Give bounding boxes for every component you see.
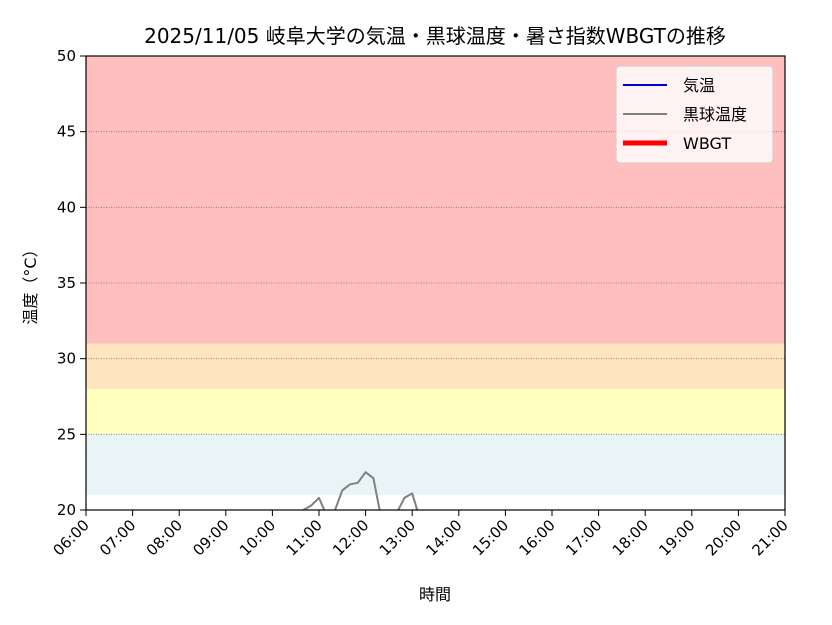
- series-lines: [302, 471, 419, 510]
- y-axis-label: 温度（°C）: [21, 241, 40, 324]
- legend-label-2: WBGT: [683, 134, 731, 153]
- y-tick-label-1: 25: [57, 425, 76, 443]
- y-tick-label-4: 40: [57, 198, 76, 216]
- risk-bands: [86, 56, 785, 495]
- legend-label-1: 黒球温度: [683, 105, 747, 124]
- series-line-1: [302, 471, 419, 510]
- legend-label-0: 気温: [683, 76, 715, 95]
- chart-title: 2025/11/05 岐阜大学の気温・黒球温度・暑さ指数WBGTの推移: [144, 24, 726, 48]
- y-tick-label-6: 50: [57, 47, 76, 65]
- risk-band-2: [86, 343, 785, 389]
- risk-band-1: [86, 388, 785, 435]
- y-tick-label-0: 20: [57, 501, 76, 519]
- y-tick-label-3: 35: [57, 274, 76, 292]
- x-axis-label: 時間: [419, 585, 451, 604]
- legend-box: [615, 65, 774, 164]
- y-tick-label-2: 30: [57, 350, 76, 368]
- y-tick-label-5: 45: [57, 123, 76, 141]
- risk-band-0: [86, 434, 785, 495]
- y-axis-ticks: 20 25 30 35 40 45 50: [57, 47, 86, 519]
